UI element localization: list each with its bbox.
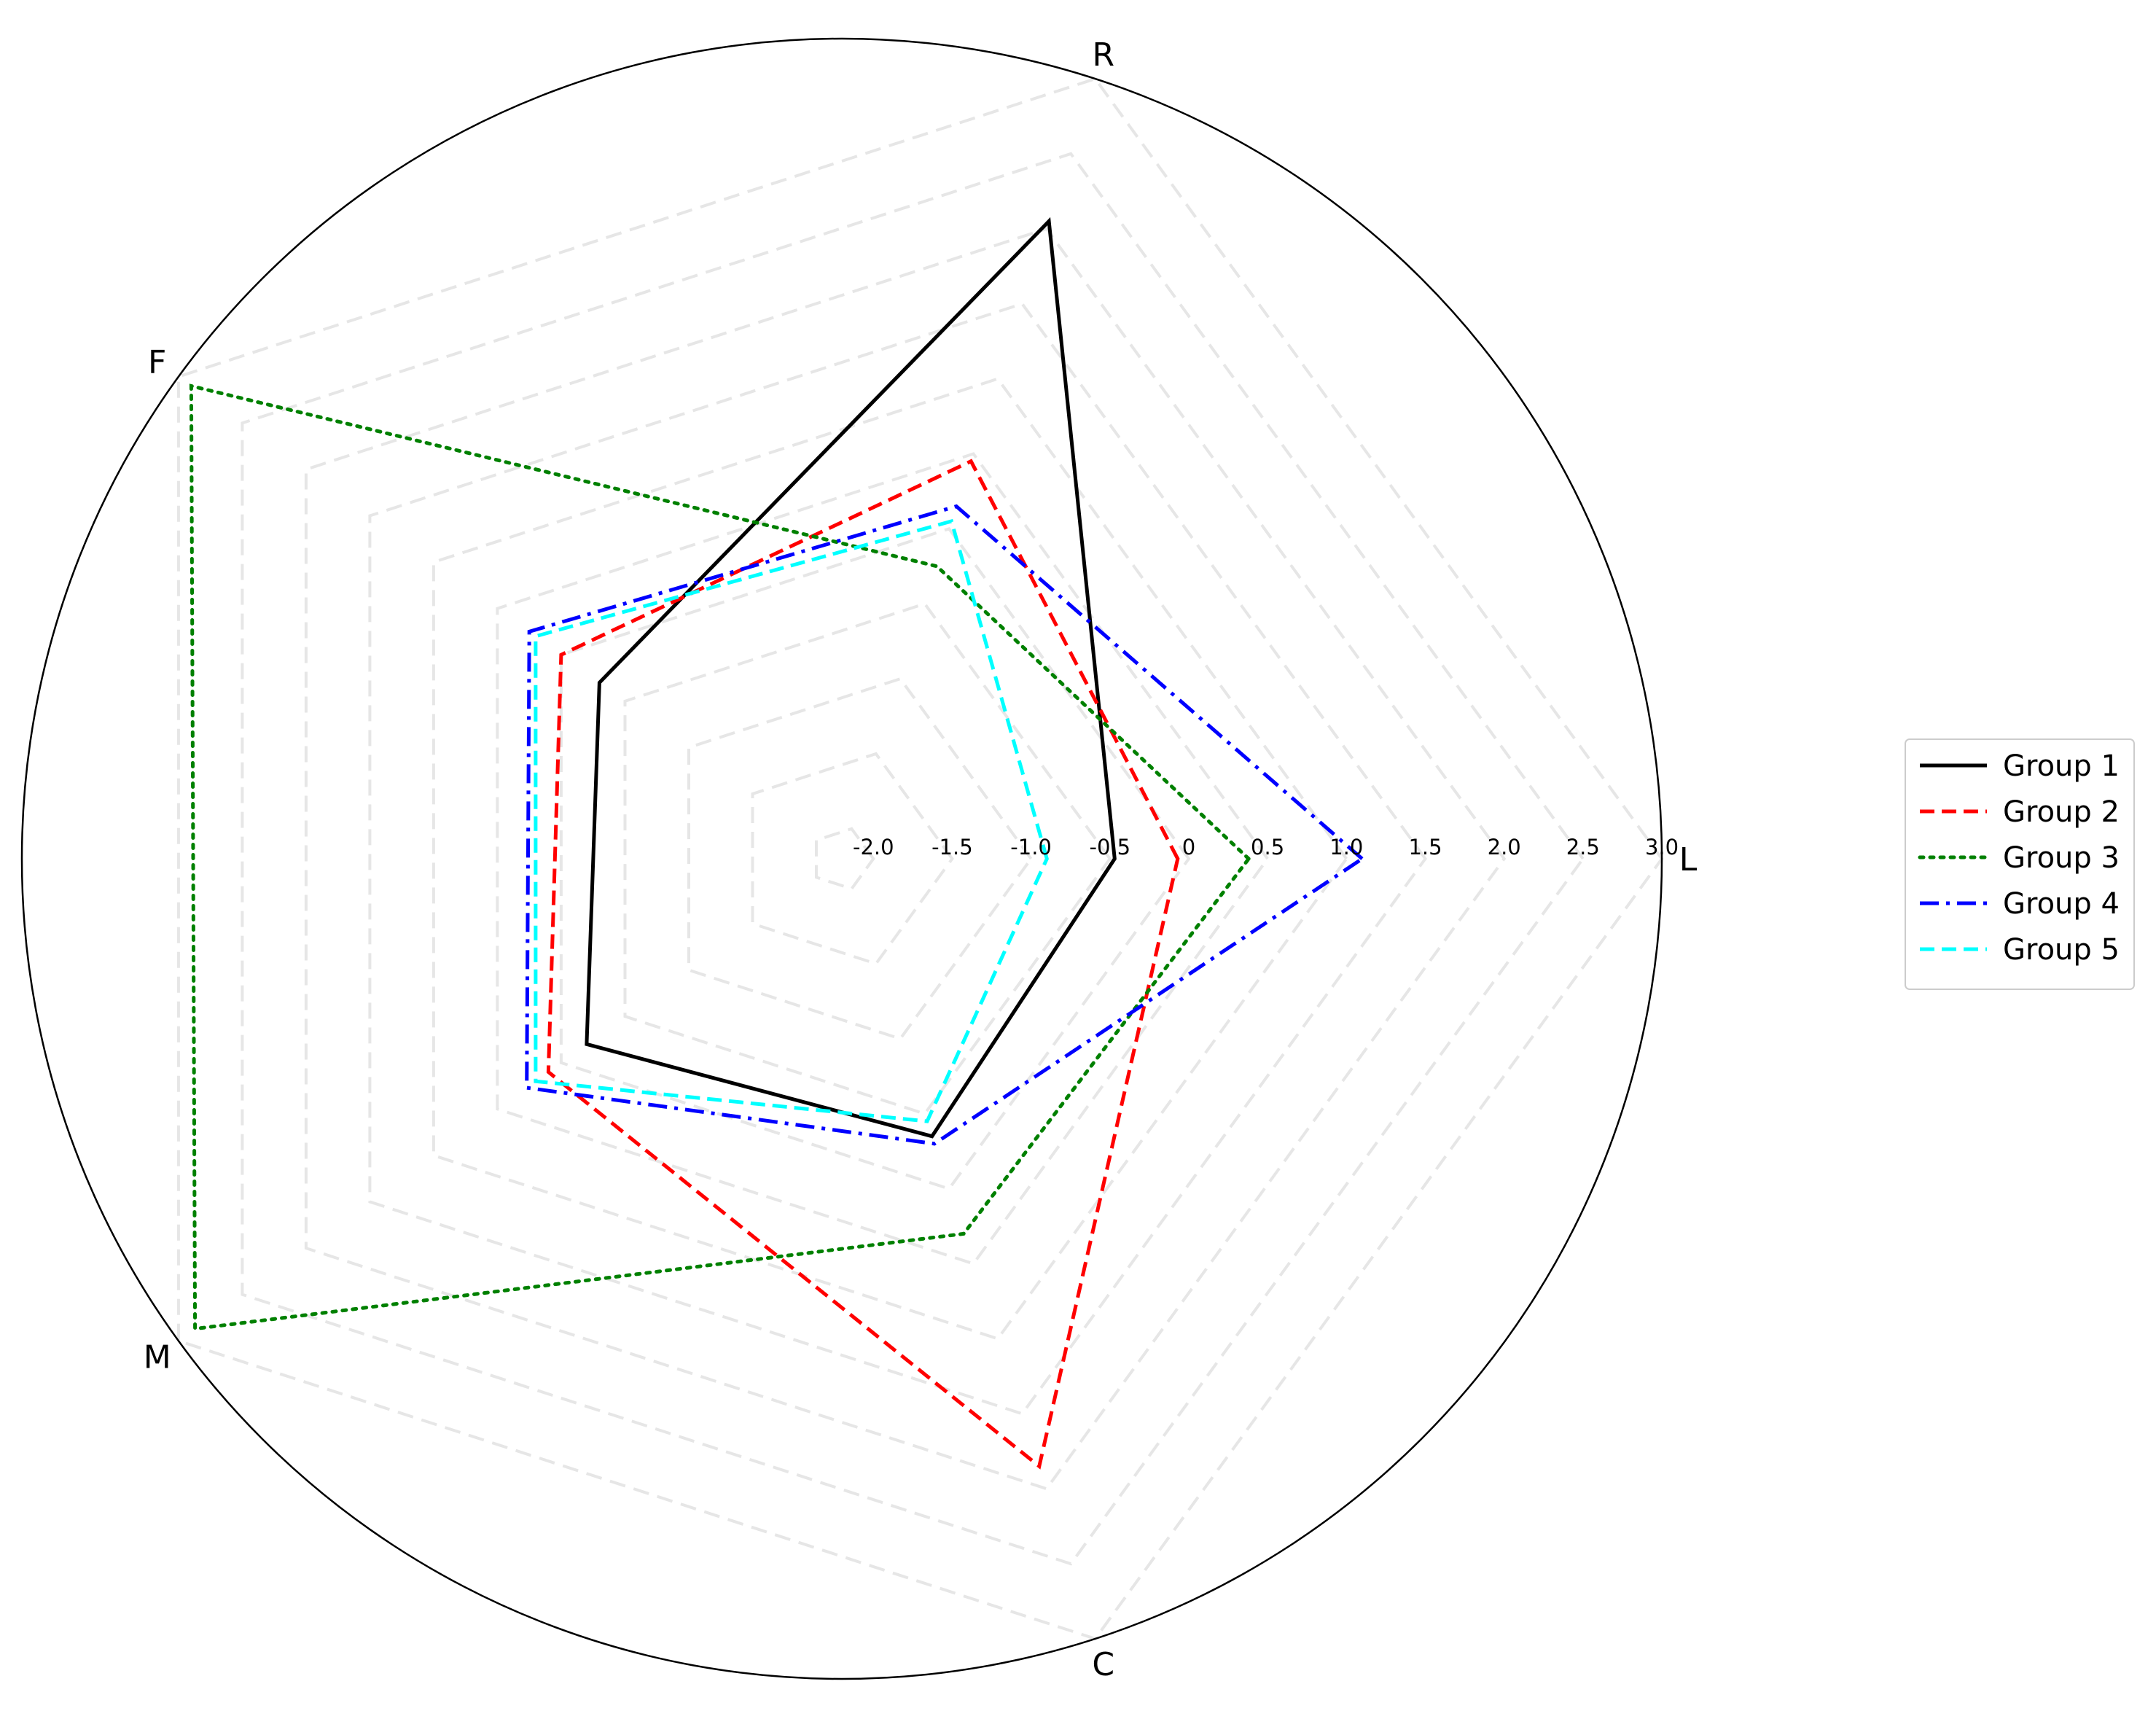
grid-ring — [241, 152, 1585, 1566]
radial-tick-label: -2.0 — [853, 835, 894, 860]
radial-tick-label: -1.5 — [931, 835, 973, 860]
legend-label-group-3: Group 3 — [2003, 841, 2120, 875]
grid-ring — [304, 227, 1507, 1491]
grid-ring — [687, 677, 1034, 1041]
legend-box — [1905, 738, 2135, 990]
series-line-group-5 — [534, 518, 1049, 1123]
legend: Group 1 Group 2 Group 3 Group 4 Group 5 — [1905, 738, 2135, 990]
axis-label-C: C — [1092, 1646, 1114, 1683]
legend-label-group-4: Group 4 — [2003, 887, 2120, 921]
grid-ring — [559, 526, 1191, 1191]
axis-label-F: F — [148, 344, 166, 381]
grid-layer — [176, 77, 1664, 1641]
series-layer — [189, 217, 1366, 1470]
grid-ring — [815, 827, 875, 891]
axis-label-M: M — [144, 1338, 171, 1376]
radial-tick-label: 3.0 — [1645, 835, 1679, 860]
legend-label-group-5: Group 5 — [2003, 933, 2120, 967]
radial-tick-label: -0.5 — [1090, 835, 1131, 860]
grid-ring — [751, 752, 954, 966]
radial-tick-label: -1.0 — [1010, 835, 1052, 860]
grid-ring — [496, 452, 1270, 1266]
radial-tick-label: 2.5 — [1566, 835, 1600, 860]
grid-ring — [368, 302, 1427, 1416]
series-line-group-3 — [189, 383, 1251, 1331]
axis-labels: L R F M C — [144, 36, 1698, 1683]
radial-tick-labels: -2.0 -1.5 -1.0 -0.5 0 0.5 1.0 1.5 2.0 2.5 3.0 — [853, 835, 1679, 860]
series-line-group-4 — [525, 504, 1366, 1146]
radial-tick-label: 1.0 — [1329, 835, 1363, 860]
legend-label-group-1: Group 1 — [2003, 749, 2120, 783]
axis-label-R: R — [1093, 36, 1115, 74]
radial-tick-label: 0.5 — [1251, 835, 1284, 860]
legend-label-group-2: Group 2 — [2003, 795, 2120, 829]
series-line-group-1 — [585, 217, 1117, 1139]
radial-tick-label: 0 — [1182, 835, 1195, 860]
axis-label-L: L — [1679, 841, 1698, 878]
series-line-group-2 — [546, 459, 1180, 1470]
grid-ring — [176, 77, 1664, 1641]
grid-ring — [623, 601, 1112, 1116]
radial-tick-label: 1.5 — [1408, 835, 1442, 860]
outer-circle — [20, 37, 1663, 1680]
radial-tick-label: 2.0 — [1488, 835, 1521, 860]
